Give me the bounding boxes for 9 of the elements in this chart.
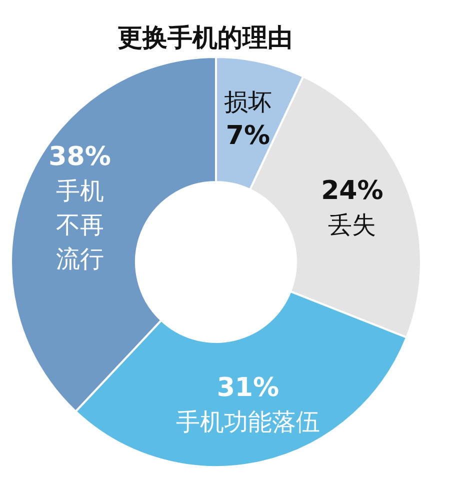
slice-label: 手机不再流行 [56,177,104,274]
data-label: 7% [226,121,270,152]
slice-label: 丢失 [328,211,376,240]
slice-label: 手机功能落伍 [176,408,320,436]
data-label: 31% [216,372,280,403]
data-label: 24% [321,176,384,206]
data-label: 38% [48,142,111,172]
slice-label: 损坏 [224,88,272,116]
chart-title: 更换手机的理由 [118,23,292,52]
